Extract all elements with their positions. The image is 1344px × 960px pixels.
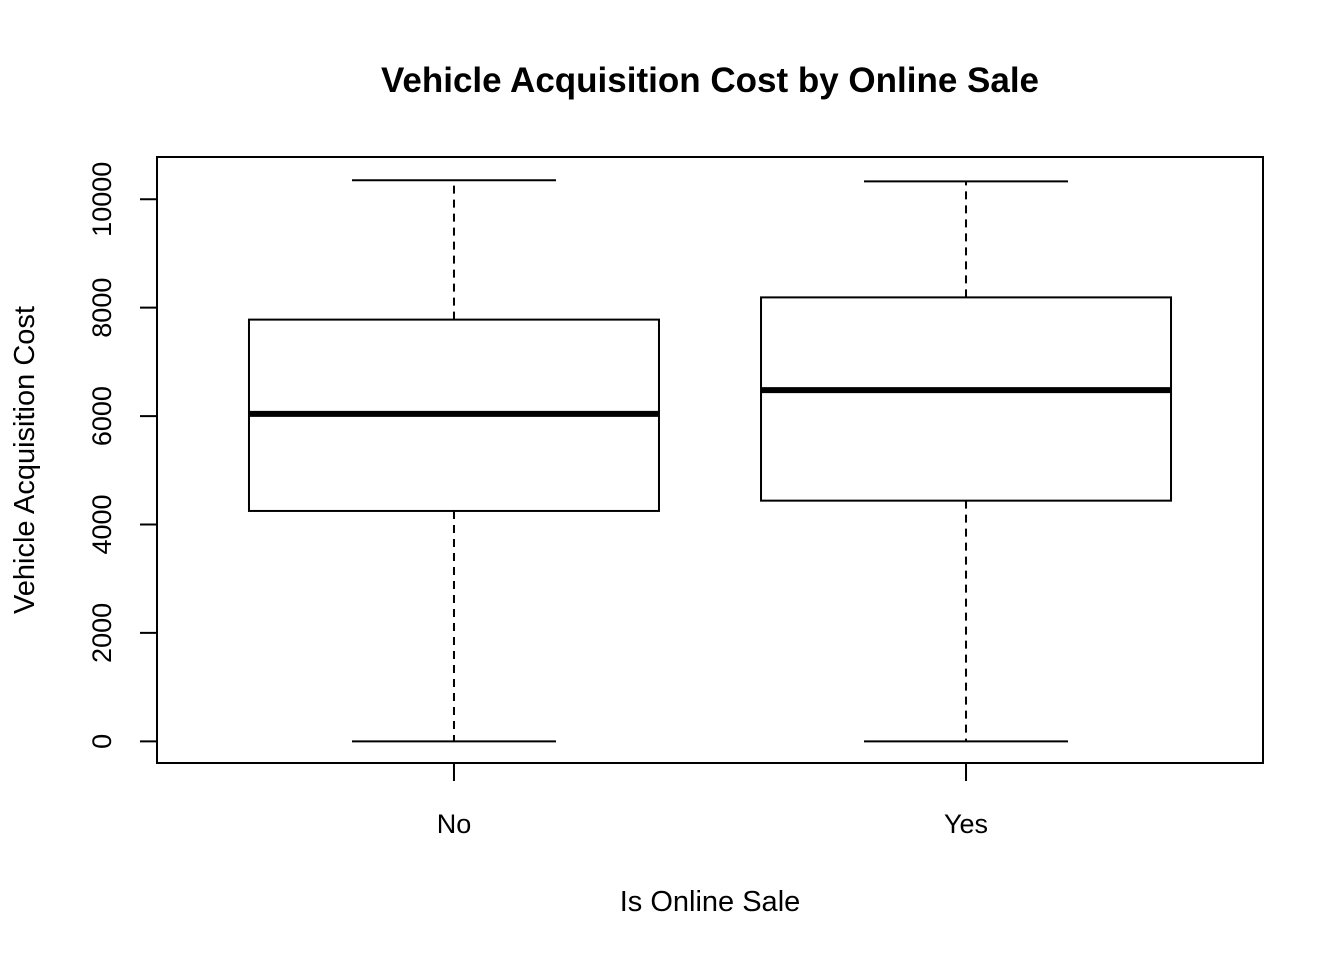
box-group-no [247,179,660,743]
y-axis-label: Vehicle Acquisition Cost [9,306,41,614]
iqr-box-yes [760,296,1173,502]
y-tick-label: 2000 [87,603,117,663]
chart-title: Vehicle Acquisition Cost by Online Sale [381,61,1039,100]
x-tick-label: No [437,809,472,839]
boxes-layer [247,179,1173,743]
y-tick-label: 0 [87,734,117,749]
y-axis: 0 2000 4000 6000 8000 10000 [87,162,158,749]
y-tick-label: 8000 [87,278,117,338]
y-tick-label: 4000 [87,494,117,554]
x-axis-label: Is Online Sale [620,886,801,918]
x-axis: No Yes [437,763,988,839]
y-tick-label: 10000 [87,162,117,237]
y-tick-label: 6000 [87,386,117,446]
box-group-yes [760,180,1173,743]
x-tick-label: Yes [944,809,988,839]
